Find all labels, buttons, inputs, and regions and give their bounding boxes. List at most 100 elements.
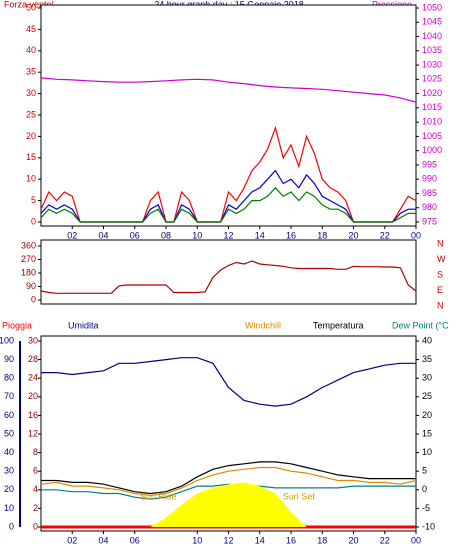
y-tick-label: 180 — [21, 267, 36, 277]
x-tick-label: 00 — [411, 230, 421, 240]
y2-tick-label: 1025 — [422, 74, 442, 84]
y-tick-label: 90 — [26, 281, 36, 291]
y-tick-label: 35 — [26, 67, 36, 77]
compass-label: W — [437, 254, 446, 264]
y-tick-label: 5 — [31, 195, 36, 205]
rain-tick-label: 30 — [28, 335, 38, 345]
y-tick-label: 45 — [26, 24, 36, 34]
x-tick-label: 12 — [223, 230, 233, 240]
y-tick-label: 30 — [4, 466, 14, 476]
rain-tick-label: 2 — [33, 503, 38, 513]
y2-tick-label: 995 — [422, 159, 437, 169]
legend-entry: Dew Point (°C — [392, 320, 449, 330]
x-tick-label: 02 — [67, 535, 77, 545]
y-tick-label: 40 — [4, 447, 14, 457]
x-tick-label: 14 — [255, 230, 265, 240]
y-tick-label: 0 — [31, 294, 36, 304]
x-tick-label: 10 — [192, 535, 202, 545]
y2-tick-label: -5 — [422, 503, 430, 513]
series-line — [41, 357, 416, 407]
x-tick-label: 10 — [192, 230, 202, 240]
y2-tick-label: 1000 — [422, 145, 442, 155]
solar-area — [41, 482, 416, 527]
y2-tick-label: 980 — [422, 202, 437, 212]
x-tick-label: 14 — [255, 535, 265, 545]
y-tick-label: 20 — [26, 131, 36, 141]
y2-tick-label: 10 — [422, 447, 432, 457]
legend-entry: Umidita — [68, 320, 99, 330]
sun-annotation: Sun Rise — [140, 491, 177, 501]
y-tick-label: 0 — [9, 521, 14, 531]
y-tick-label: 25 — [26, 109, 36, 119]
left-label: Forza vento! — [4, 0, 54, 9]
rain-tick-label: 6 — [33, 466, 38, 476]
plot-frame — [40, 239, 417, 305]
y2-tick-label: 15 — [422, 428, 432, 438]
y-tick-label: 70 — [4, 391, 14, 401]
y2-tick-label: 1005 — [422, 131, 442, 141]
y-tick-label: 0 — [31, 216, 36, 226]
series-line — [40, 77, 417, 103]
x-tick-label: 16 — [286, 230, 296, 240]
x-tick-label: 04 — [98, 230, 108, 240]
x-tick-label: 22 — [380, 535, 390, 545]
compass-label: N — [437, 300, 444, 310]
y-tick-label: 80 — [4, 373, 14, 383]
y-tick-label: 15 — [26, 152, 36, 162]
x-tick-label: 12 — [223, 535, 233, 545]
y-tick-label: 40 — [26, 45, 36, 55]
y2-tick-label: 5 — [422, 466, 427, 476]
compass-label: E — [437, 285, 443, 295]
y2-tick-label: -10 — [422, 521, 435, 531]
y-tick-label: 360 — [21, 240, 36, 250]
y2-tick-label: 35 — [422, 354, 432, 364]
y-tick-label: 10 — [4, 503, 14, 513]
sun-annotation: Sun Set — [283, 491, 316, 501]
y2-tick-label: 985 — [422, 188, 437, 198]
compass-label: N — [437, 238, 444, 248]
y-tick-label: 20 — [4, 484, 14, 494]
plot-frame — [40, 4, 417, 227]
x-tick-label: 22 — [380, 230, 390, 240]
y-tick-label: 50 — [4, 428, 14, 438]
y2-tick-label: 1030 — [422, 59, 442, 69]
legend-entry: Temperatura — [313, 320, 364, 330]
y-tick-label: 90 — [4, 354, 14, 364]
series-line — [40, 466, 417, 497]
rain-tick-label: 4 — [33, 484, 38, 494]
x-tick-label: 06 — [130, 535, 140, 545]
x-tick-label: 02 — [67, 230, 77, 240]
y2-tick-label: 1045 — [422, 17, 442, 27]
y2-tick-label: 990 — [422, 174, 437, 184]
y-tick-label: 50 — [26, 2, 36, 12]
y2-tick-label: 1035 — [422, 45, 442, 55]
legend-entry: Windchill — [245, 320, 281, 330]
series-line — [41, 461, 416, 495]
y-tick-label: 270 — [21, 254, 36, 264]
rain-tick-label: 28 — [28, 354, 38, 364]
y-tick-label: 60 — [4, 410, 14, 420]
rain-tick-label: 16 — [28, 410, 38, 420]
y2-tick-label: 20 — [422, 410, 432, 420]
rain-tick-label: 0 — [33, 521, 38, 531]
x-tick-label: 20 — [348, 230, 358, 240]
y2-tick-label: 1020 — [422, 88, 442, 98]
compass-label: S — [437, 269, 443, 279]
x-tick-label: 20 — [348, 535, 358, 545]
legend-entry: Pioggia — [2, 320, 32, 330]
x-tick-label: 16 — [286, 535, 296, 545]
x-tick-label: 08 — [161, 230, 171, 240]
series-line — [40, 260, 417, 294]
y2-tick-label: 0 — [422, 484, 427, 494]
y2-tick-label: 40 — [422, 335, 432, 345]
y-tick-label: 10 — [26, 174, 36, 184]
y2-tick-label: 1040 — [422, 31, 442, 41]
y-tick-label: 100 — [0, 335, 14, 345]
x-tick-label: 00 — [411, 535, 421, 545]
series-line — [40, 186, 416, 223]
y2-tick-label: 25 — [422, 391, 432, 401]
x-tick-label: 18 — [317, 230, 327, 240]
y2-tick-label: 975 — [422, 216, 437, 226]
rain-tick-label: 20 — [28, 391, 38, 401]
